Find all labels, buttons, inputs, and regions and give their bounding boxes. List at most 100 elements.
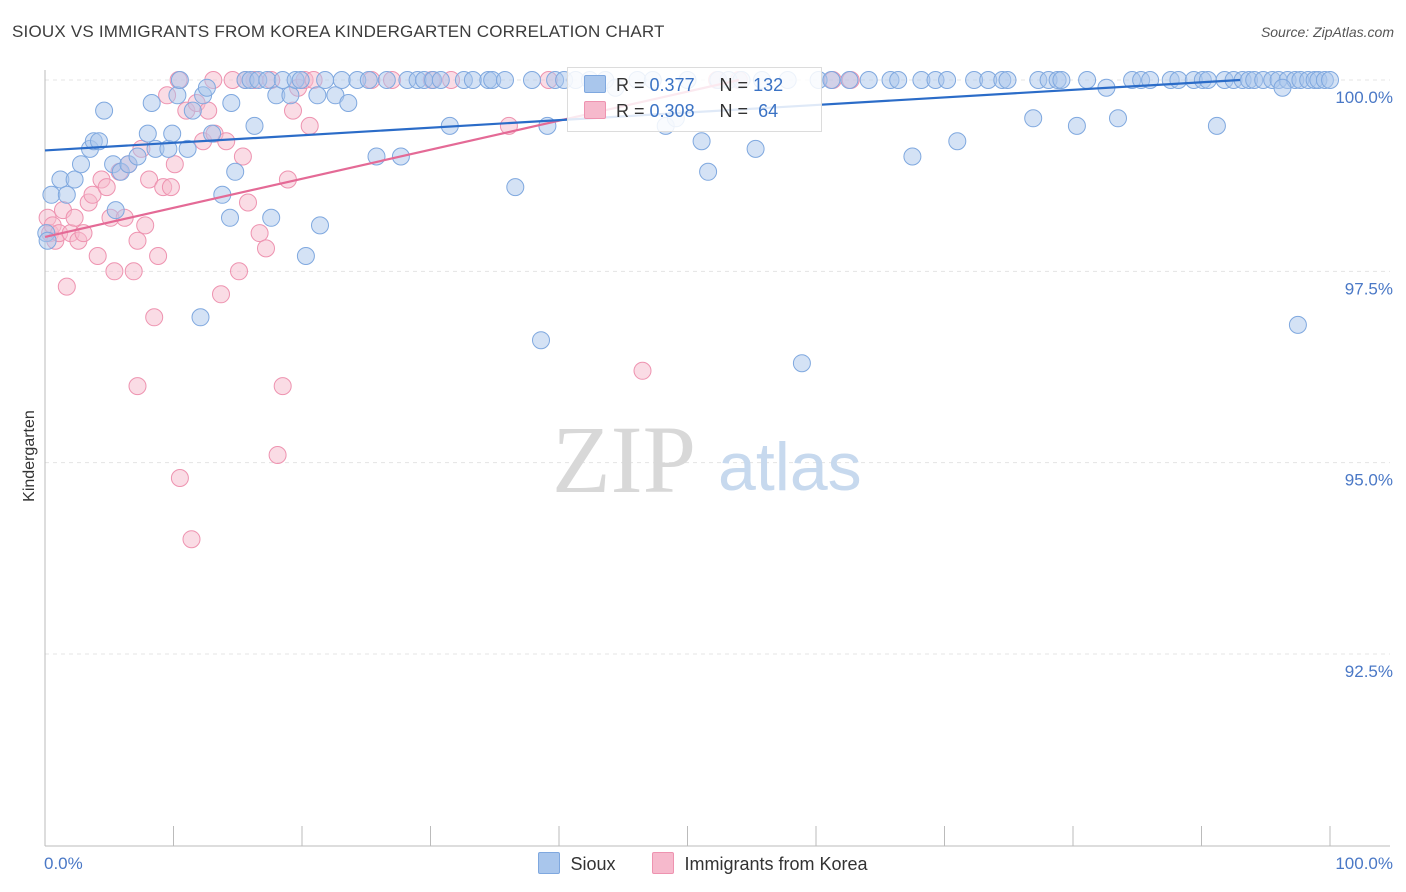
source-label: Source: ZipAtlas.com: [1260, 24, 1394, 40]
sioux-point-9: [90, 132, 108, 151]
sioux-point-122: [1207, 116, 1226, 135]
legend-label-korea: Immigrants from Korea: [684, 854, 868, 874]
x-tick-label-min: 0.0%: [44, 854, 83, 873]
sioux-point-20: [163, 124, 182, 143]
korea-point-47: [250, 224, 269, 243]
sioux-point-89: [792, 354, 811, 373]
korea-point-43: [230, 262, 248, 281]
sioux-point-111: [1078, 71, 1097, 89]
korea-point-17: [105, 262, 124, 281]
legend-swatch-korea: [652, 852, 675, 874]
sioux-point-96: [903, 147, 922, 166]
sioux-point-121: [1198, 71, 1217, 89]
legend-item-sioux[interactable]: Sioux: [538, 852, 615, 875]
sioux-point-4: [57, 185, 76, 204]
y-tick-label-3: 92.5%: [1345, 662, 1393, 681]
korea-n-label: N =: [719, 101, 749, 121]
sioux-point-92: [840, 71, 859, 89]
y-tick-label-2: 95.0%: [1345, 471, 1393, 490]
korea-point-53: [284, 101, 302, 120]
y-tick-labels: 100.0% 97.5% 95.0% 92.5%: [1335, 88, 1393, 681]
sioux-point-100: [948, 132, 967, 151]
sioux-point-43: [296, 247, 315, 265]
sioux-point-36: [258, 71, 277, 89]
sioux-point-95: [889, 71, 908, 89]
korea-point-25: [128, 377, 147, 396]
sioux-point-44: [308, 86, 327, 105]
korea-point-28: [149, 247, 168, 265]
watermark: ZIP atlas: [552, 406, 862, 513]
sioux-point-27: [203, 124, 222, 143]
watermark-atlas: atlas: [718, 429, 862, 505]
x-tick-label-max: 100.0%: [1335, 854, 1393, 873]
sioux-point-12: [106, 201, 125, 220]
sioux-point-31: [226, 162, 245, 181]
sioux-r-label: R =: [616, 75, 645, 95]
sioux-point-30: [222, 94, 241, 112]
sioux-point-139: [1288, 315, 1307, 334]
korea-point-38: [199, 101, 218, 120]
sioux-point-5: [65, 170, 84, 189]
korea-point-32: [165, 155, 184, 174]
sioux-point-48: [332, 71, 351, 89]
korea-point-27: [145, 308, 164, 327]
sioux-point-51: [359, 71, 378, 89]
sioux-swatch: [584, 75, 606, 93]
sioux-point-6: [72, 155, 90, 174]
y-tick-label-1: 97.5%: [1345, 279, 1393, 298]
sioux-point-49: [339, 94, 358, 112]
sioux-point-65: [496, 71, 514, 89]
korea-point-48: [257, 239, 275, 258]
korea-n-value: 64: [758, 101, 779, 121]
korea-point-64: [633, 361, 652, 380]
y-axis-label: Kindergarten: [21, 410, 38, 502]
gridlines: [45, 79, 1390, 655]
korea-point-21: [124, 262, 143, 281]
sioux-point-17: [142, 94, 161, 112]
korea-point-35: [182, 530, 201, 549]
korea-point-26: [140, 170, 159, 189]
korea-point-56: [300, 116, 319, 135]
sioux-point-16: [138, 124, 157, 143]
sioux-point-2: [42, 185, 61, 204]
sioux-point-118: [1169, 71, 1188, 89]
sioux-point-10: [95, 101, 114, 120]
korea-point-40: [212, 285, 230, 304]
korea-r-label: R =: [616, 101, 645, 121]
sioux-point-24: [183, 101, 202, 120]
stats-row-sioux: R = 0.377 N = 132: [584, 75, 783, 99]
chart-title: SIOUX VS IMMIGRANTS FROM KOREA KINDERGAR…: [12, 22, 665, 41]
sioux-point-67: [523, 71, 541, 89]
korea-point-12: [83, 185, 102, 204]
sioux-point-113: [1109, 109, 1127, 128]
sioux-point-140: [1273, 78, 1292, 97]
sioux-point-141: [191, 308, 210, 327]
watermark-zip: ZIP: [552, 406, 696, 513]
sioux-point-40: [281, 86, 300, 105]
sioux-point-22: [170, 71, 189, 89]
stats-legend: R = 0.377 N = 132 R = 0.308 N = 64: [567, 67, 822, 132]
sioux-point-91: [822, 71, 841, 89]
sioux-point-99: [938, 71, 957, 89]
korea-point-44: [233, 147, 252, 166]
korea-point-6: [57, 277, 76, 296]
korea-point-22: [128, 231, 147, 250]
sioux-point-26: [197, 78, 216, 97]
series-legend: Sioux Immigrants from Korea: [0, 852, 1406, 875]
y-tick-label-0: 100.0%: [1335, 88, 1393, 107]
legend-item-korea[interactable]: Immigrants from Korea: [652, 852, 868, 875]
korea-point-45: [239, 193, 257, 212]
sioux-point-42: [291, 71, 310, 89]
sioux-point-66: [506, 178, 525, 197]
sioux-point-68: [532, 331, 550, 350]
legend-label-sioux: Sioux: [570, 854, 616, 874]
sioux-point-46: [316, 71, 335, 89]
korea-point-31: [161, 178, 180, 197]
sioux-point-15: [128, 147, 147, 166]
korea-point-8: [65, 208, 84, 227]
sioux-point-105: [1024, 109, 1043, 128]
sioux-point-45: [311, 216, 329, 235]
stats-row-korea: R = 0.308 N = 64: [584, 101, 778, 125]
sioux-point-53: [377, 71, 396, 89]
